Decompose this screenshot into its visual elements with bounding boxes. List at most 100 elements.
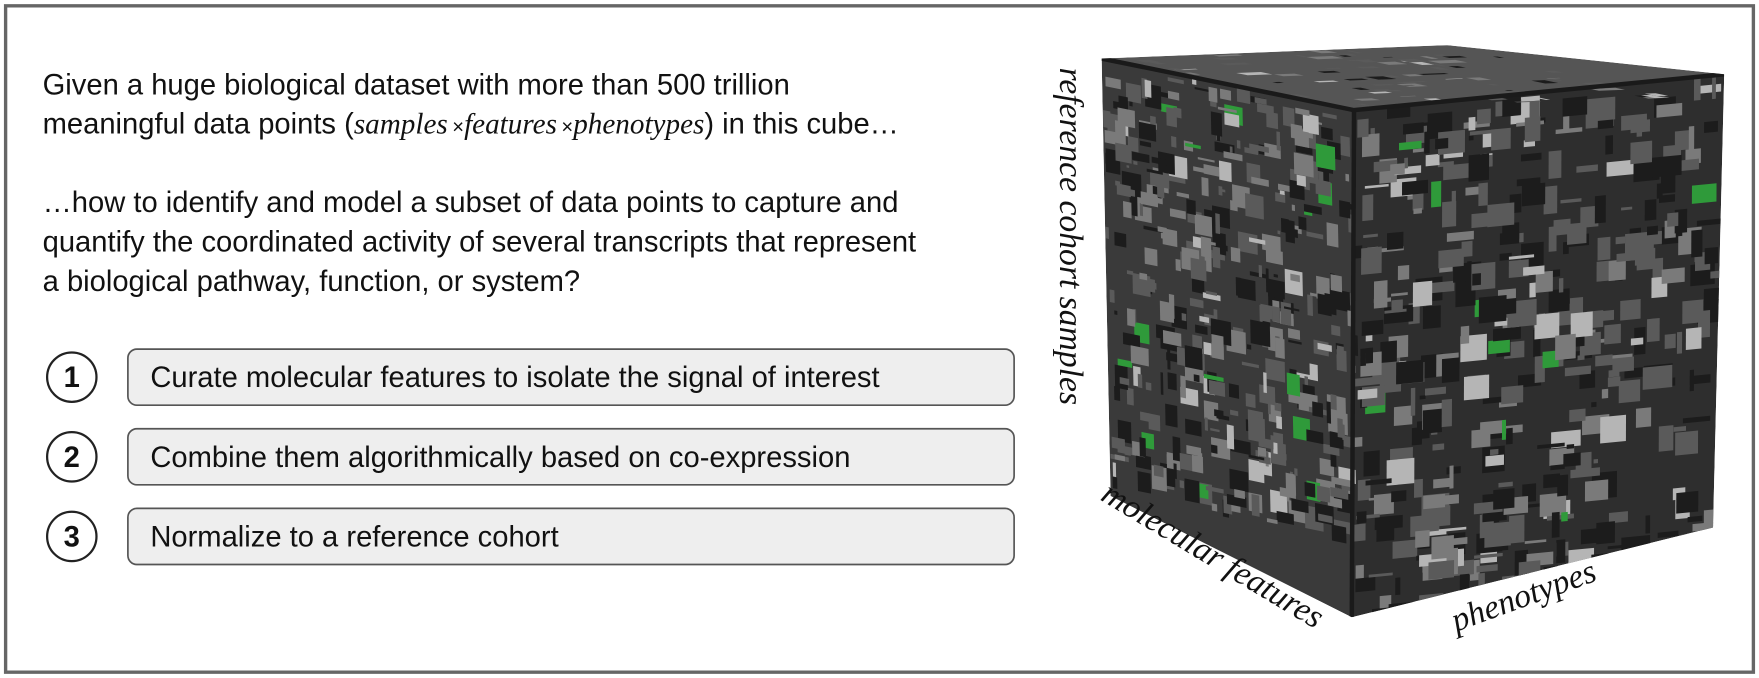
- texture-block: [1267, 398, 1271, 415]
- texture-block: [1296, 174, 1306, 187]
- texture-block: [1357, 388, 1378, 400]
- texture-block: [1151, 156, 1167, 166]
- texture-block: [1380, 340, 1397, 364]
- texture-block: [1244, 193, 1264, 220]
- texture-block: [1139, 272, 1148, 281]
- texture-block: [1210, 111, 1223, 137]
- texture-block: [1532, 97, 1551, 101]
- texture-block: [1493, 326, 1521, 342]
- texture-block: [1636, 131, 1643, 137]
- texture-block: [1220, 188, 1226, 193]
- texture-block: [1267, 278, 1285, 300]
- step-text: Curate molecular features to isolate the…: [150, 362, 879, 394]
- intro-line: Given a huge biological dataset with mor…: [43, 69, 790, 101]
- texture-block: [1465, 186, 1479, 196]
- texture-block: [1112, 462, 1117, 478]
- texture-block: [1211, 205, 1231, 229]
- texture-block: [1352, 81, 1368, 83]
- texture-block: [1463, 374, 1490, 401]
- texture-block: [1237, 231, 1258, 255]
- texture-block: [1274, 402, 1282, 412]
- texture-block: [1400, 84, 1416, 87]
- texture-block: [1126, 165, 1130, 169]
- texture-block: [1118, 95, 1129, 111]
- texture-block: [1579, 370, 1596, 389]
- texture-block: [1105, 76, 1121, 90]
- texture-block: [1165, 403, 1178, 428]
- texture-block: [1682, 299, 1704, 325]
- texture-block: [1130, 345, 1149, 367]
- texture-block: [1292, 415, 1311, 442]
- texture-block: [1244, 147, 1259, 156]
- texture-block: [1432, 443, 1445, 451]
- texture-block: [1369, 89, 1394, 92]
- texture-block: [1535, 270, 1553, 293]
- texture-block: [1303, 203, 1322, 215]
- texture-block: [1194, 213, 1213, 238]
- texture-block: [1534, 312, 1560, 340]
- texture-block: [1212, 246, 1221, 269]
- texture-block: [1689, 374, 1711, 385]
- texture-block: [1696, 218, 1723, 227]
- texture-block: [1304, 481, 1316, 498]
- texture-block: [1561, 511, 1568, 522]
- texture-block: [1386, 231, 1404, 251]
- texture-block: [1219, 62, 1253, 66]
- texture-block: [1202, 292, 1221, 302]
- step-number: 1: [64, 362, 80, 394]
- texture-block: [1365, 478, 1392, 486]
- texture-block: [1365, 335, 1373, 342]
- texture-block: [1230, 438, 1251, 456]
- texture-block: [1391, 292, 1408, 297]
- texture-block: [1595, 309, 1615, 322]
- texture-block: [1277, 183, 1292, 193]
- texture-block: [1621, 206, 1633, 211]
- texture-block: [1438, 129, 1466, 155]
- texture-block: [1433, 477, 1451, 489]
- texture-block: [1534, 355, 1545, 384]
- texture-block: [1307, 294, 1313, 317]
- texture-block: [1363, 450, 1380, 477]
- texture-block: [1362, 194, 1374, 222]
- texture-block: [1352, 436, 1363, 448]
- texture-block: [1230, 409, 1239, 417]
- texture-block: [1282, 106, 1295, 128]
- texture-block: [1688, 125, 1695, 153]
- cube-top-face: [1101, 45, 1725, 111]
- face-texture: [1102, 76, 1359, 544]
- texture-block: [1326, 222, 1339, 248]
- texture-block: [1645, 515, 1651, 534]
- texture-block: [1558, 277, 1564, 293]
- texture-block: [1172, 436, 1181, 462]
- texture-block: [1685, 327, 1702, 351]
- texture-block: [1531, 80, 1559, 84]
- texture-block: [1595, 354, 1613, 367]
- texture-block: [1397, 264, 1410, 281]
- texture-block: [1368, 572, 1393, 578]
- texture-block: [1630, 140, 1653, 165]
- texture-block: [1217, 106, 1237, 114]
- texture-block: [1146, 61, 1167, 65]
- texture-block: [1199, 315, 1210, 324]
- texture-block: [1689, 369, 1694, 392]
- texture-block: [1506, 427, 1513, 445]
- texture-block: [1126, 308, 1136, 327]
- texture-block: [1162, 329, 1182, 347]
- texture-block: [1576, 164, 1598, 173]
- texture-block: [1652, 154, 1682, 178]
- texture-block: [1330, 394, 1337, 411]
- texture-block: [1114, 364, 1128, 391]
- texture-block: [1119, 377, 1130, 386]
- texture-block: [1386, 457, 1415, 486]
- texture-block: [1615, 236, 1626, 245]
- texture-block: [1667, 212, 1679, 227]
- texture-block: [1214, 141, 1235, 155]
- texture-block: [1361, 133, 1380, 158]
- texture-block: [1353, 98, 1381, 101]
- texture-block: [1469, 129, 1497, 136]
- texture-block: [1276, 510, 1294, 525]
- texture-block: [1316, 485, 1331, 503]
- texture-block: [1179, 480, 1185, 489]
- texture-block: [1288, 339, 1302, 345]
- texture-block: [1246, 344, 1252, 350]
